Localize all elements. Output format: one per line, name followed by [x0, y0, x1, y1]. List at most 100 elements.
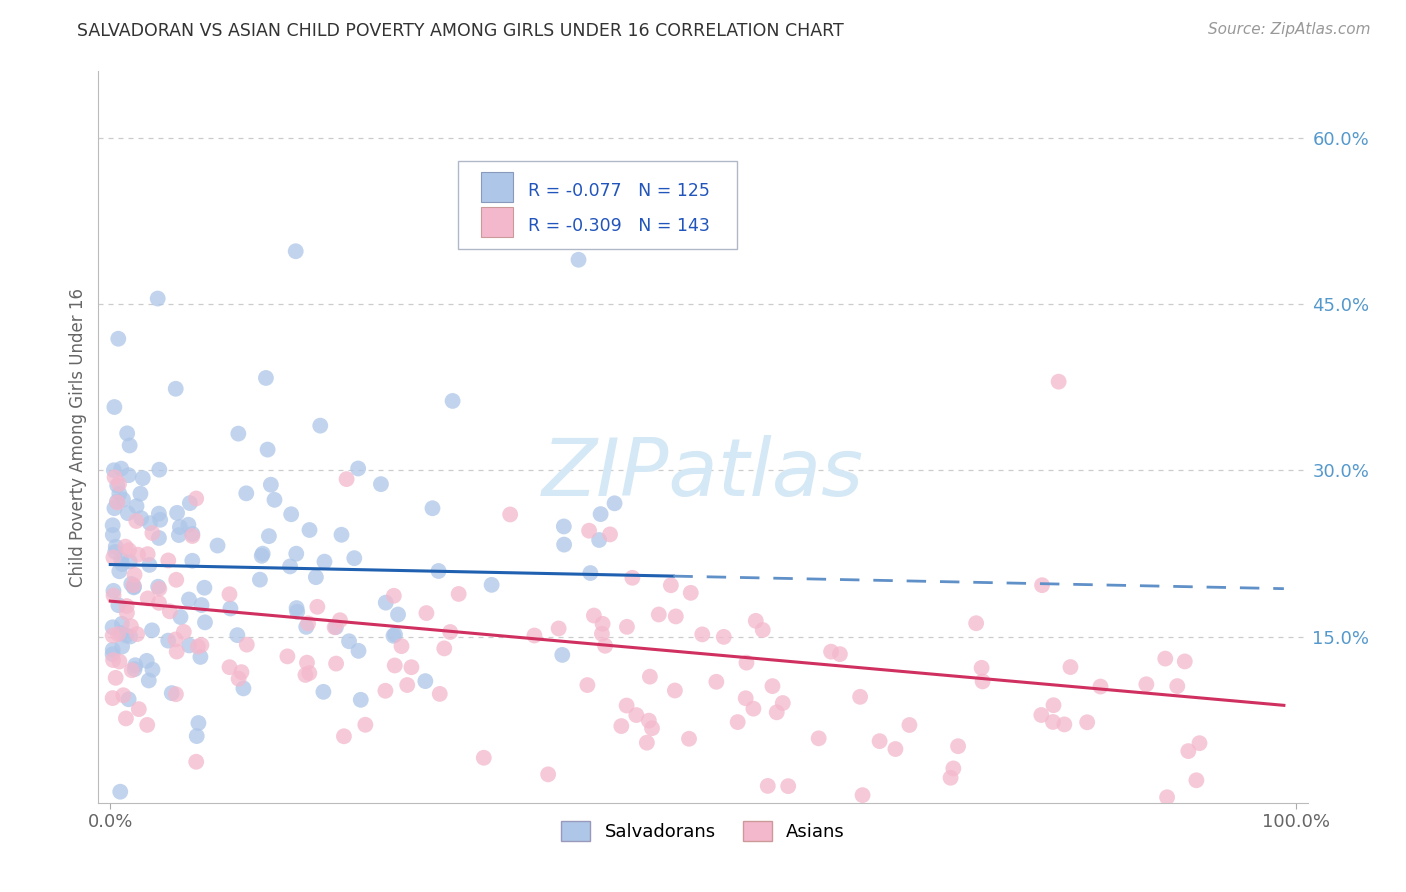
Point [626, 708, 648, 723]
Point [285, 601, 308, 615]
Point [108, 477, 131, 491]
Point [103, 400, 125, 414]
Point [323, 620, 346, 634]
Point [593, 639, 616, 653]
Point [422, 501, 444, 516]
Point [169, 520, 191, 534]
Point [256, 442, 278, 457]
Point [807, 731, 830, 746]
Point [105, 495, 128, 509]
Point [401, 660, 423, 674]
Point [1174, 655, 1197, 669]
Point [108, 486, 131, 500]
Point [330, 528, 353, 542]
Point [439, 625, 461, 640]
Point [1090, 680, 1112, 694]
Text: Source: ZipAtlas.com: Source: ZipAtlas.com [1208, 22, 1371, 37]
Point [312, 685, 335, 699]
Point [148, 507, 170, 521]
Point [592, 616, 614, 631]
Point [481, 578, 503, 592]
Point [285, 547, 308, 561]
Text: R = -0.077   N = 125: R = -0.077 N = 125 [527, 182, 710, 200]
Point [1166, 679, 1188, 693]
Point [136, 591, 159, 606]
Point [115, 711, 138, 725]
Point [970, 661, 993, 675]
Point [125, 514, 148, 528]
Point [433, 641, 456, 656]
Point [111, 616, 134, 631]
Point [101, 642, 124, 657]
Point [124, 662, 146, 676]
Point [314, 555, 336, 569]
Point [284, 244, 307, 259]
Point [305, 570, 328, 584]
Point [124, 567, 146, 582]
Point [207, 539, 229, 553]
Point [124, 658, 146, 673]
Point [173, 624, 195, 639]
Point [1154, 651, 1177, 665]
Point [118, 438, 141, 452]
Point [115, 606, 138, 620]
Point [129, 511, 152, 525]
Point [1135, 677, 1157, 691]
Point [136, 718, 159, 732]
Point [138, 558, 160, 572]
Point [167, 528, 190, 542]
Point [194, 615, 217, 630]
Point [181, 554, 204, 568]
Point [148, 582, 170, 596]
Point [165, 687, 187, 701]
Point [621, 571, 644, 585]
Point [898, 718, 921, 732]
Point [107, 598, 129, 612]
Point [101, 518, 124, 533]
Point [307, 599, 329, 614]
Point [745, 614, 768, 628]
Point [129, 486, 152, 500]
Point [942, 761, 965, 775]
Point [219, 601, 242, 615]
Point [599, 527, 621, 541]
Text: ZIPatlas: ZIPatlas [541, 434, 865, 513]
Point [820, 645, 842, 659]
Point [104, 545, 127, 559]
Point [382, 589, 405, 603]
Point [337, 634, 360, 648]
Point [193, 581, 215, 595]
Point [136, 547, 159, 561]
Point [101, 628, 124, 642]
Point [347, 644, 370, 658]
Text: R = -0.309   N = 143: R = -0.309 N = 143 [527, 217, 710, 235]
Point [107, 627, 129, 641]
Point [553, 519, 575, 533]
Point [280, 508, 302, 522]
Point [190, 638, 212, 652]
Point [298, 523, 321, 537]
Point [294, 668, 316, 682]
Point [756, 779, 779, 793]
Point [336, 472, 359, 486]
Point [551, 648, 574, 662]
Point [946, 739, 969, 754]
Point [429, 687, 451, 701]
Point [146, 292, 169, 306]
Point [765, 706, 787, 720]
Point [523, 628, 546, 642]
Point [384, 658, 406, 673]
Point [108, 655, 131, 669]
Point [125, 499, 148, 513]
Point [415, 606, 437, 620]
Point [107, 332, 129, 346]
Point [115, 628, 138, 642]
Point [387, 607, 409, 622]
Point [329, 613, 352, 627]
Point [118, 554, 141, 568]
Point [111, 557, 134, 571]
Point [101, 691, 124, 706]
Point [114, 540, 136, 554]
Point [148, 463, 170, 477]
Point [778, 779, 800, 793]
